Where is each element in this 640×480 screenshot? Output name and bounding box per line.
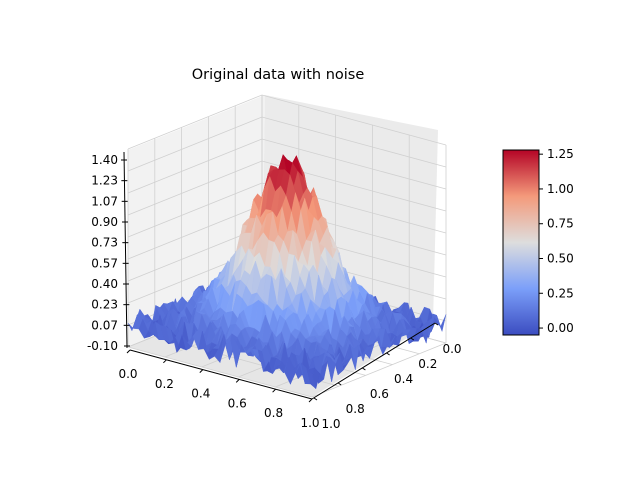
x-tick-label: 0.2	[155, 377, 174, 391]
y-axis: 0.0 0.2 0.4 0.6 0.8 1.0	[311, 322, 462, 431]
colorbar-tick-label: 0.50	[547, 251, 574, 265]
x-tick	[163, 359, 167, 364]
x-tick	[308, 398, 313, 403]
y-tick-label: 1.0	[321, 417, 340, 431]
y-tick	[434, 322, 439, 326]
wall-grid-line	[127, 182, 447, 238]
x-tick	[272, 388, 276, 393]
wall-grid-line	[127, 94, 447, 150]
colorbar-gradient	[502, 149, 540, 336]
y-tick	[337, 382, 342, 386]
y-tick-label: 0.0	[442, 342, 461, 356]
floor-grid-line	[127, 346, 313, 398]
colorbar-tick-label: 0.00	[547, 321, 574, 335]
z-axis: -0.10 0.07 0.23 0.40 0.57 0.73 0.90 1.07 1.23 1.4…	[87, 151, 130, 353]
z-tick-label: 1.23	[91, 174, 118, 188]
z-tick-label: 1.07	[91, 194, 118, 208]
x-tick-label: 0.0	[118, 367, 137, 381]
colorbar-ticks: 0.00 0.25 0.50 0.75 1.00 1.25	[539, 147, 574, 335]
surface-plot	[127, 154, 447, 390]
x-axis: 0.0 0.2 0.4 0.6 0.8 1.0	[118, 349, 320, 430]
z-tick-label: 0.40	[91, 277, 118, 291]
floor-grid-line	[311, 342, 447, 398]
x-tick-label: 0.8	[264, 406, 283, 420]
z-tick-label: 0.90	[91, 215, 118, 229]
z-tick-label: 0.23	[91, 298, 118, 312]
y-axis-line	[311, 322, 436, 400]
y-tick	[410, 337, 415, 341]
y-ticks: 0.0 0.2 0.4 0.6 0.8 1.0	[313, 322, 462, 431]
z-tick-label: -0.10	[87, 339, 118, 353]
x-tick	[126, 349, 131, 354]
z-tick-label: 1.40	[91, 153, 118, 167]
z-tick-label: 0.57	[91, 256, 118, 270]
z-axis-line	[123, 151, 128, 349]
y-tick-label: 0.2	[418, 357, 437, 371]
y-tick	[362, 367, 366, 371]
colorbar-tick-label: 0.75	[547, 217, 574, 231]
x-tick	[235, 379, 240, 383]
wall-grid-line	[127, 160, 447, 216]
y-tick	[313, 397, 318, 401]
wall-grid-line	[127, 116, 447, 172]
colorbar-tick-label: 0.25	[547, 286, 574, 300]
y-tick-label: 0.6	[370, 387, 389, 401]
wall-grid-line	[127, 138, 447, 194]
y-tick-label: 0.8	[346, 402, 365, 416]
colorbar-tick-label: 1.25	[547, 147, 574, 161]
z-tick-label: 0.07	[91, 318, 118, 332]
x-ticks: 0.0 0.2 0.4 0.6 0.8 1.0	[118, 349, 320, 430]
z-tick-label: 0.73	[91, 236, 118, 250]
x-axis-line	[129, 349, 313, 400]
surface-patch	[306, 367, 317, 390]
chart-title: Original data with noise	[192, 67, 365, 83]
x-tick-label: 0.6	[228, 396, 247, 410]
z-ticks: -0.10 0.07 0.23 0.40 0.57 0.73 0.90 1.07 1.23 1.4…	[87, 153, 130, 353]
y-tick-label: 0.4	[394, 372, 413, 386]
x-tick	[199, 369, 204, 373]
x-tick-label: 1.0	[300, 416, 319, 430]
y-tick	[386, 352, 390, 356]
colorbar: 0.00 0.25 0.50 0.75 1.00 1.25	[502, 147, 574, 336]
x-tick-label: 0.4	[191, 387, 210, 401]
colorbar-tick-label: 1.00	[547, 182, 574, 196]
